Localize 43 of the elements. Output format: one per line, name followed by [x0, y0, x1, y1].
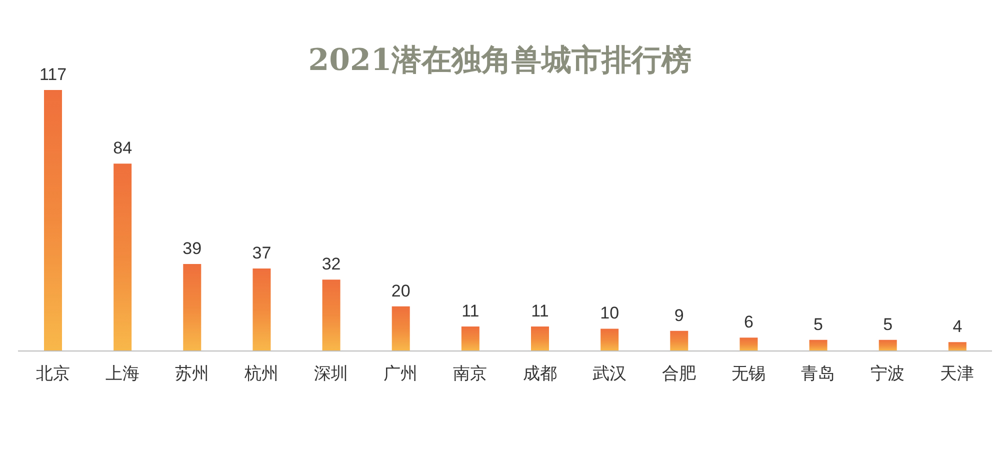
x-tick-label: 成都: [522, 364, 557, 384]
x-tick-label: 合肥: [662, 364, 696, 384]
chart-title: 2021潜在独角兽城市排行榜: [308, 43, 692, 78]
bar: [114, 164, 132, 351]
bar: [44, 90, 62, 351]
x-tick-label: 杭州: [244, 364, 278, 384]
data-label: 117: [39, 65, 67, 84]
data-label: 32: [322, 254, 341, 274]
bar: [392, 306, 410, 351]
bar: [740, 338, 758, 351]
data-label: 5: [883, 314, 893, 334]
data-label: 10: [600, 304, 620, 323]
x-tick-label: 苏州: [174, 364, 209, 384]
data-label: 9: [674, 306, 684, 325]
bar: [461, 326, 480, 351]
data-label: 11: [531, 301, 549, 320]
x-tick-label: 上海: [105, 364, 140, 384]
bar: [948, 342, 966, 351]
bar: [670, 330, 688, 351]
data-label: 5: [814, 314, 824, 334]
bar: [322, 280, 340, 351]
x-tick-label: 南京: [453, 364, 488, 384]
bar: [600, 328, 619, 351]
x-tick-label: 宁波: [870, 364, 905, 384]
bar: [183, 264, 202, 351]
x-tick-label: 北京: [36, 364, 70, 384]
data-label: 37: [252, 243, 272, 262]
data-label: 20: [391, 281, 410, 300]
x-tick-label: 武汉: [592, 364, 626, 384]
bar: [878, 340, 897, 351]
x-tick-label: 天津: [940, 364, 974, 384]
data-label: 6: [744, 312, 754, 332]
x-tick-label: 青岛: [801, 364, 836, 384]
x-tick-label: 广州: [384, 364, 418, 384]
data-label: 4: [952, 317, 962, 336]
data-label: 11: [462, 301, 480, 320]
data-label: 84: [113, 138, 132, 158]
x-tick-label: 深圳: [314, 364, 348, 384]
x-tick-label: 无锡: [732, 364, 766, 384]
bar: [809, 340, 828, 351]
data-label: 39: [182, 239, 202, 258]
bar: [531, 326, 549, 351]
bar: [252, 268, 271, 351]
